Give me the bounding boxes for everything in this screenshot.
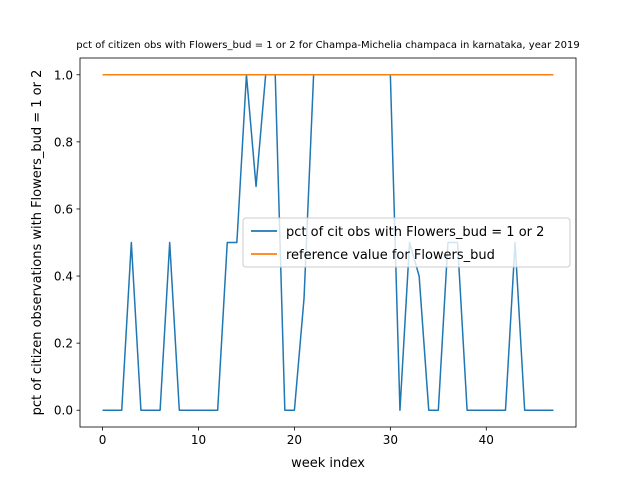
x-tick-label: 20 [287, 433, 302, 447]
chart-title: pct of citizen obs with Flowers_bud = 1 … [76, 40, 579, 51]
axes-layer: 0 10 20 30 40 0.0 0.2 0.4 0.6 0.8 1.0 [54, 57, 577, 447]
legend-label-1: reference value for Flowers_bud [286, 248, 495, 263]
x-tick-label: 30 [383, 433, 398, 447]
legend-label-0: pct of cit obs with Flowers_bud = 1 or 2 [286, 225, 544, 240]
plot-frame [79, 57, 577, 428]
y-axis-label: pct of citizen observations with Flowers… [30, 70, 45, 416]
y-tick-label: 0.2 [54, 337, 73, 351]
y-tick-label: 0.8 [54, 135, 73, 149]
legend-box [242, 217, 571, 268]
legend: pct of cit obs with Flowers_bud = 1 or 2… [242, 217, 571, 268]
y-tick-label: 0.6 [54, 202, 73, 216]
y-tick-label: 0.4 [54, 270, 73, 284]
x-tick-label: 40 [479, 433, 494, 447]
x-tick-label: 10 [191, 433, 206, 447]
x-axis-label: week index [291, 456, 365, 471]
series-layer [102, 74, 554, 411]
x-tick-label: 0 [99, 433, 107, 447]
y-tick-label: 1.0 [54, 68, 73, 82]
y-tick-label: 0.0 [54, 404, 73, 418]
